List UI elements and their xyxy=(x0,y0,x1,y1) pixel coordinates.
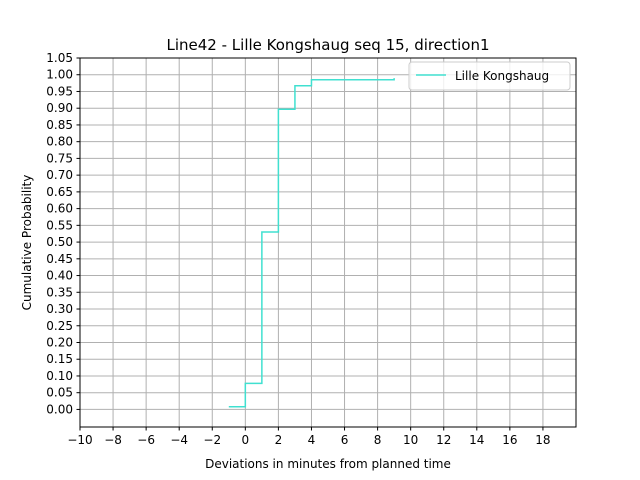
y-tick-label: 0.50 xyxy=(46,235,73,249)
y-tick-label: 0.85 xyxy=(46,118,73,132)
y-tick-label: 0.40 xyxy=(46,269,73,283)
x-tick-label: 10 xyxy=(403,433,418,447)
y-tick-label: 0.20 xyxy=(46,335,73,349)
x-tick-label: −10 xyxy=(67,433,92,447)
y-axis: 0.00 0.05 0.10 0.15 0.20 0.25 0.30 0.35 0.40 0.45… xyxy=(46,51,80,416)
y-tick-label: 0.45 xyxy=(46,252,73,266)
legend-label-lille-kongshaug: Lille Kongshaug xyxy=(455,69,549,83)
x-tick-label: 14 xyxy=(469,433,484,447)
x-tick-label: 0 xyxy=(242,433,250,447)
x-tick-label: −6 xyxy=(137,433,155,447)
y-tick-label: 1.00 xyxy=(46,68,73,82)
y-tick-label: 0.60 xyxy=(46,202,73,216)
y-tick-label: 0.15 xyxy=(46,352,73,366)
legend: Lille Kongshaug xyxy=(408,61,571,91)
series-group xyxy=(228,78,395,408)
grid xyxy=(79,57,576,427)
x-tick-label: −4 xyxy=(170,433,188,447)
x-tick-label: 2 xyxy=(275,433,283,447)
y-tick-label: 0.00 xyxy=(46,402,73,416)
y-tick-label: 0.30 xyxy=(46,302,73,316)
chart-title: Line42 - Lille Kongshaug seq 15, directi… xyxy=(167,36,490,54)
y-tick-label: 0.35 xyxy=(46,285,73,299)
x-axis: −10 −8 −6 −4 −2 0 2 4 6 8 10 12 14 16 18 xyxy=(67,427,551,447)
x-axis-label: Deviations in minutes from planned time xyxy=(205,457,451,471)
x-tick-label: 16 xyxy=(502,433,517,447)
legend-box xyxy=(408,61,571,91)
y-tick-label: 0.95 xyxy=(46,84,73,98)
y-tick-label: 0.10 xyxy=(46,369,73,383)
y-tick-label: 1.05 xyxy=(46,51,73,65)
x-tick-label: 6 xyxy=(341,433,349,447)
y-tick-label: 0.05 xyxy=(46,386,73,400)
x-tick-label: 8 xyxy=(374,433,382,447)
y-tick-label: 0.25 xyxy=(46,319,73,333)
x-tick-label: −2 xyxy=(203,433,221,447)
x-tick-label: 4 xyxy=(308,433,316,447)
y-tick-label: 0.65 xyxy=(46,185,73,199)
x-tick-label: 12 xyxy=(436,433,451,447)
y-axis-label: Cumulative Probability xyxy=(20,175,34,311)
y-tick-label: 0.70 xyxy=(46,168,73,182)
y-tick-label: 0.55 xyxy=(46,218,73,232)
series-line-lille-kongshaug xyxy=(228,78,395,408)
x-tick-label: 18 xyxy=(535,433,550,447)
y-tick-label: 0.90 xyxy=(46,101,73,115)
y-tick-label: 0.80 xyxy=(46,135,73,149)
y-tick-label: 0.75 xyxy=(46,151,73,165)
x-tick-label: −8 xyxy=(104,433,122,447)
